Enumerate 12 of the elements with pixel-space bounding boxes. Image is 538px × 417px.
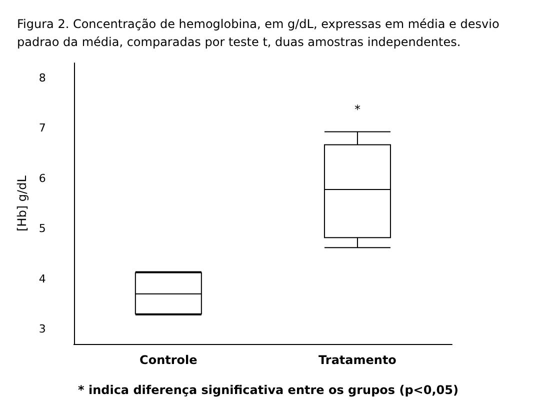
y-tick-label: 7 bbox=[38, 122, 46, 135]
annotation: * bbox=[354, 102, 360, 117]
y-axis-title: [Hb] g/dL bbox=[15, 175, 29, 232]
x-tick-label: Controle bbox=[140, 353, 198, 367]
x-tick-label: Tratamento bbox=[318, 353, 396, 367]
y-tick-label: 3 bbox=[38, 322, 46, 336]
y-tick-label: 5 bbox=[38, 222, 46, 236]
y-tick-label: 4 bbox=[38, 272, 46, 286]
chart-title: Figura 2. Concentração de hemoglobina, em g/dL, expressas em média e desvio padrao da média, comparadas por teste t, duas amostras independentes. bbox=[17, 17, 504, 49]
y-tick-label: 8 bbox=[38, 72, 46, 85]
text: * indica diferença significativa entre os grupos (p<0,05) bbox=[78, 383, 458, 397]
y-tick-label: 6 bbox=[38, 172, 46, 185]
